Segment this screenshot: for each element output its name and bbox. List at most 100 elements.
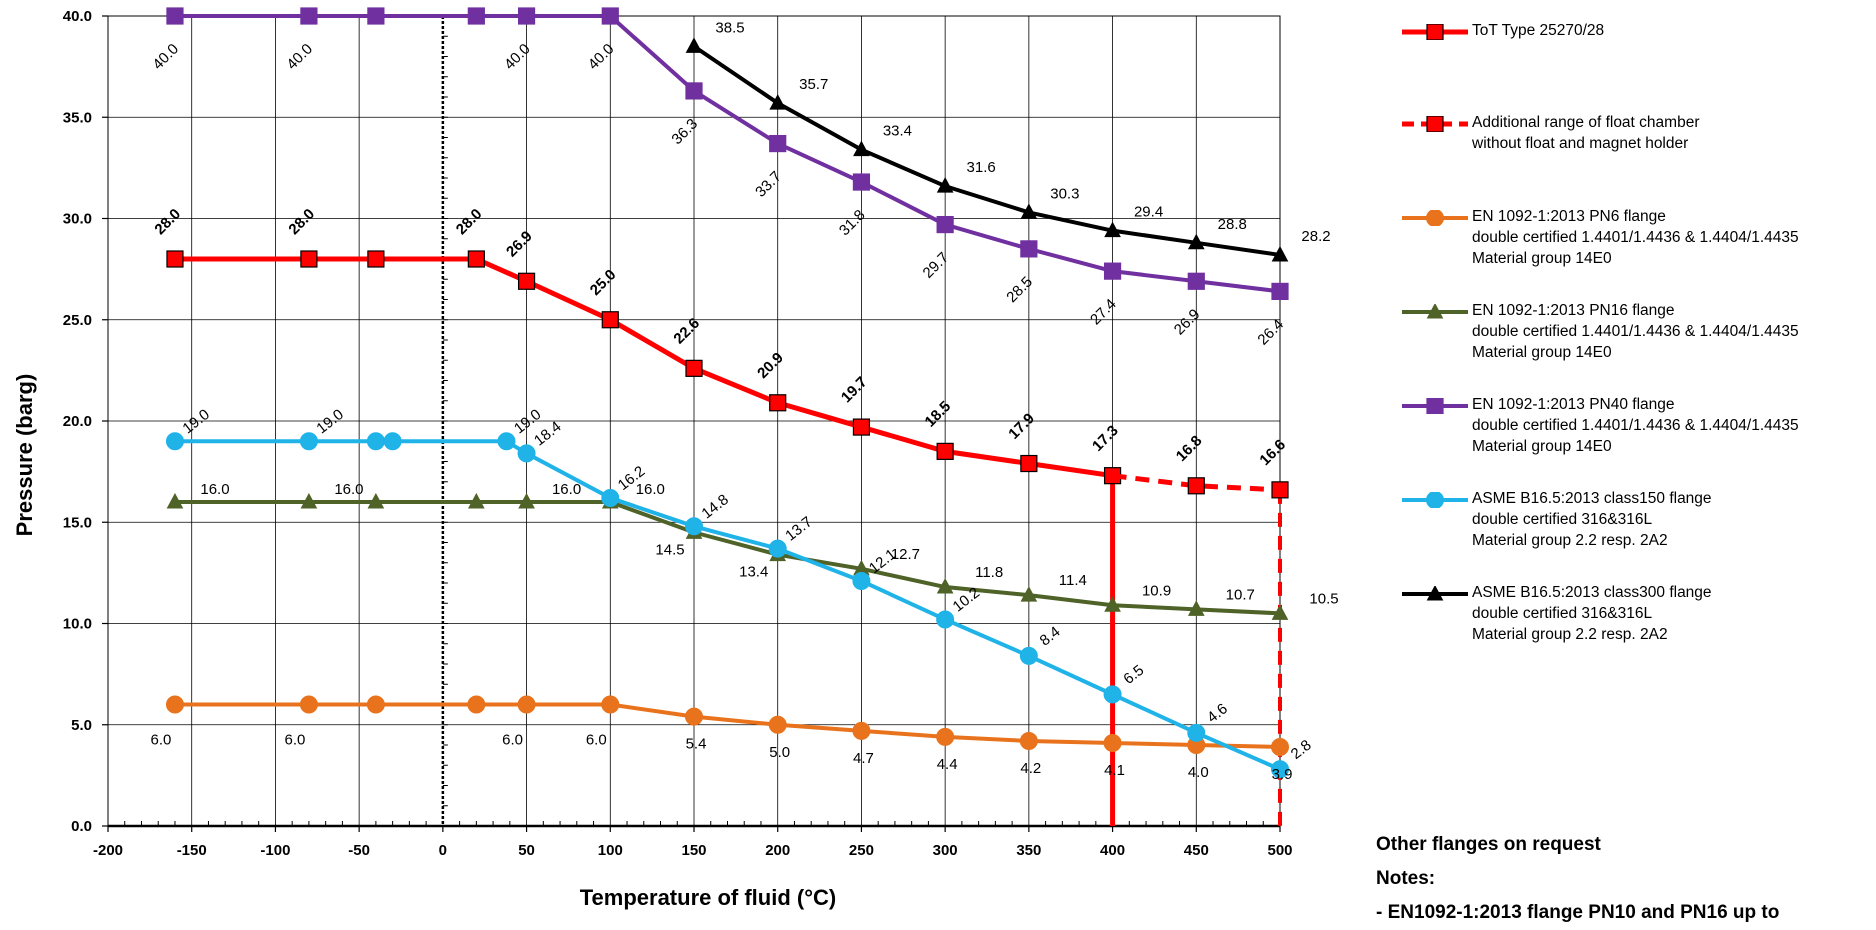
x-tick-label: 350 bbox=[1016, 842, 1041, 859]
data-label: 4.7 bbox=[853, 750, 874, 767]
data-point-4-13 bbox=[1271, 282, 1289, 300]
data-label: 4.4 bbox=[937, 756, 958, 773]
data-point-6-4 bbox=[1020, 203, 1038, 219]
data-point-5-9 bbox=[852, 571, 871, 590]
legend: ToT Type 25270/28 Additional range of flo… bbox=[1400, 20, 1870, 676]
data-label: 28.0 bbox=[453, 205, 486, 238]
data-label: 18.5 bbox=[922, 398, 955, 431]
data-label: 13.7 bbox=[782, 513, 815, 544]
data-label: 10.5 bbox=[1309, 590, 1338, 607]
data-label: 4.6 bbox=[1204, 700, 1231, 726]
data-label: 5.0 bbox=[769, 744, 790, 761]
data-point-3-11 bbox=[1104, 596, 1121, 612]
series-1 bbox=[1112, 473, 1289, 499]
data-label: 4.0 bbox=[1188, 764, 1209, 781]
data-label: 17.3 bbox=[1089, 422, 1122, 455]
data-point-5-7 bbox=[685, 517, 703, 536]
data-point-5-3 bbox=[383, 432, 402, 451]
x-tick-label: -50 bbox=[348, 842, 370, 859]
series-0 bbox=[166, 250, 1122, 485]
data-label: 28.8 bbox=[1218, 216, 1247, 233]
data-label: 25.0 bbox=[587, 266, 620, 299]
data-point-0-6 bbox=[685, 359, 703, 377]
data-point-4-10 bbox=[1020, 240, 1038, 258]
x-tick-label: 450 bbox=[1184, 842, 1209, 859]
data-point-6-7 bbox=[1271, 245, 1289, 262]
data-point-6-5 bbox=[1104, 221, 1121, 238]
data-point-4-4 bbox=[517, 7, 536, 25]
data-label: 16.0 bbox=[334, 481, 363, 498]
data-point-0-10 bbox=[1020, 454, 1038, 473]
notes: Other flanges on request Notes: - EN1092… bbox=[1376, 828, 1876, 930]
data-label: 5.4 bbox=[686, 736, 707, 753]
y-tick-label: 20.0 bbox=[63, 413, 92, 430]
data-point-0-8 bbox=[852, 418, 871, 436]
series-4 bbox=[166, 7, 1289, 300]
data-point-1-1 bbox=[1187, 477, 1205, 495]
legend-item: ToT Type 25270/28 bbox=[1400, 20, 1870, 112]
data-point-4-1 bbox=[300, 7, 318, 25]
data-label: 16.6 bbox=[1256, 436, 1289, 469]
data-label: 30.3 bbox=[1050, 185, 1079, 202]
y-tick-label: 5.0 bbox=[71, 717, 92, 734]
legend-label: Additional range of float chamber withou… bbox=[1472, 114, 1700, 152]
data-label: 16.0 bbox=[200, 481, 229, 498]
data-label: 16.0 bbox=[636, 481, 665, 498]
legend-swatch bbox=[1402, 116, 1468, 132]
data-point-legend bbox=[1426, 586, 1444, 601]
data-label: 10.7 bbox=[1226, 586, 1255, 603]
data-labels: 28.0 28.0 28.026.925.022.620.919.718.5 17.9… bbox=[149, 19, 1338, 783]
data-point-4-2 bbox=[367, 7, 385, 25]
x-tick-label: -100 bbox=[260, 842, 290, 859]
data-point-5-13 bbox=[1187, 723, 1206, 742]
legend-label: EN 1092-1:2013 PN16 flange double certif… bbox=[1472, 302, 1799, 361]
data-point-4-9 bbox=[936, 215, 954, 234]
axes: -200 -150 -100 -50 0 50 100 150 200 250 300 350 400 4… bbox=[63, 8, 1293, 859]
data-point-2-9 bbox=[936, 727, 955, 746]
series-line-2 bbox=[174, 702, 1281, 750]
data-label: 28.2 bbox=[1301, 228, 1330, 245]
data-label: 40.0 bbox=[283, 40, 316, 73]
data-point-2-13 bbox=[1271, 738, 1289, 757]
legend-swatch bbox=[1402, 398, 1468, 414]
data-point-2-7 bbox=[768, 715, 787, 734]
data-label: 6.0 bbox=[586, 732, 607, 749]
y-tick-label: 25.0 bbox=[63, 312, 92, 329]
data-label: 6.0 bbox=[502, 732, 523, 749]
data-label: 16.8 bbox=[1173, 432, 1206, 465]
x-tick-label: 200 bbox=[765, 842, 790, 859]
data-label: 17.9 bbox=[1005, 410, 1038, 443]
x-tick-label: 0 bbox=[439, 842, 447, 859]
data-point-3-0 bbox=[166, 492, 184, 509]
data-label: 4.1 bbox=[1104, 762, 1125, 779]
legend-item: ASME B16.5:2013 class300 flange double c… bbox=[1400, 582, 1870, 676]
series-5 bbox=[165, 432, 1289, 779]
data-point-legend bbox=[1426, 304, 1444, 319]
x-tick-label: 500 bbox=[1267, 842, 1292, 859]
data-label: 11.4 bbox=[1059, 572, 1087, 589]
data-point-3-10 bbox=[1020, 586, 1038, 602]
data-label: 8.4 bbox=[1037, 623, 1064, 649]
data-label: 28.0 bbox=[285, 205, 318, 238]
y-tick-label: 15.0 bbox=[63, 514, 92, 531]
data-point-0-3 bbox=[467, 250, 485, 268]
data-point-6-1 bbox=[769, 94, 787, 110]
series-6 bbox=[685, 37, 1289, 262]
data-label: 38.5 bbox=[715, 19, 744, 36]
data-label: 35.7 bbox=[799, 76, 828, 93]
data-point-5-10 bbox=[936, 610, 955, 629]
data-point-4-7 bbox=[769, 134, 787, 153]
x-axis-title: Temperature of fluid (°C) bbox=[580, 885, 837, 910]
data-label: 2.8 bbox=[1288, 737, 1315, 763]
data-label: 12.7 bbox=[891, 546, 920, 563]
data-point-4-12 bbox=[1187, 272, 1205, 290]
data-label: 14.5 bbox=[655, 541, 684, 558]
data-point-2-0 bbox=[165, 695, 184, 714]
series-line-0 bbox=[174, 256, 1113, 479]
data-point-4-5 bbox=[601, 7, 619, 25]
data-label: 28.5 bbox=[1003, 273, 1036, 306]
legend-swatch bbox=[1402, 210, 1468, 226]
data-point-5-0 bbox=[165, 432, 184, 451]
data-label: 33.7 bbox=[752, 168, 785, 201]
data-label: 19.7 bbox=[838, 374, 871, 407]
